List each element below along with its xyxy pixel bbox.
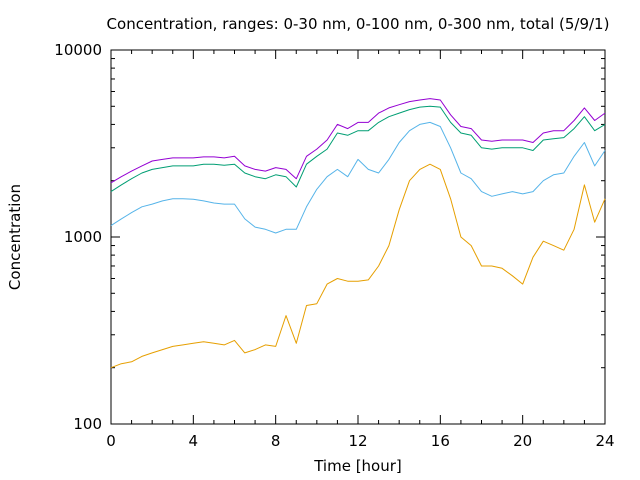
series-lines <box>110 98 606 369</box>
x-tick-label: 16 <box>431 432 450 450</box>
series-line-1 <box>110 163 606 369</box>
x-axis-label: Time [hour] <box>313 457 402 475</box>
y-tick-labels: 100 1000 10000 <box>54 41 102 433</box>
y-tick-label: 10000 <box>54 41 102 59</box>
y-tick-label: 100 <box>73 415 102 433</box>
x-tick-label: 12 <box>348 432 367 450</box>
y-tick-label: 1000 <box>64 228 102 246</box>
x-tick-label: 24 <box>595 432 614 450</box>
axis-ticks <box>110 49 606 425</box>
x-tick-label: 8 <box>271 432 281 450</box>
x-tick-label: 0 <box>106 432 116 450</box>
series-line-3 <box>110 105 606 193</box>
x-tick-label: 20 <box>513 432 532 450</box>
y-axis-label: Concentration <box>6 184 24 290</box>
chart-title: Concentration, ranges: 0-30 nm, 0-100 nm… <box>107 15 610 33</box>
series-line-2 <box>110 121 606 234</box>
series-line-4 <box>110 98 606 184</box>
x-tick-labels: 0 4 8 12 16 20 24 <box>106 432 614 450</box>
plot-frame <box>110 49 606 425</box>
x-tick-label: 4 <box>189 432 199 450</box>
